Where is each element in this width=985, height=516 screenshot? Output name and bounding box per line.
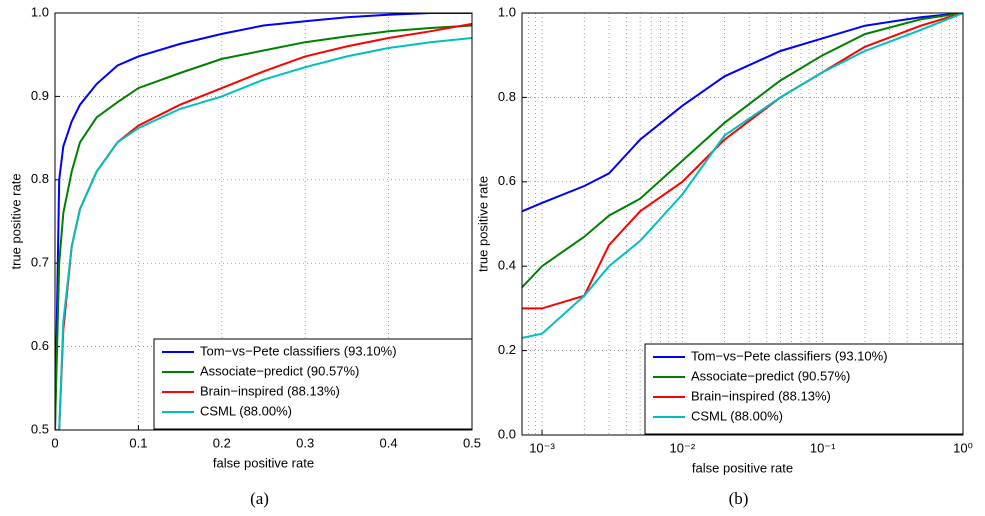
- legend-label: Associate−predict (90.57%): [200, 363, 359, 378]
- y-tick-label: 0.6: [31, 338, 49, 353]
- series-line: [55, 24, 472, 430]
- x-tick-label: 10⁻¹: [810, 440, 836, 455]
- x-tick-label: 0.2: [213, 435, 231, 450]
- y-tick-label: 0.9: [31, 88, 49, 103]
- y-tick-label: 0.4: [498, 258, 516, 273]
- axes-frame: [54, 12, 473, 431]
- series-line: [55, 13, 472, 430]
- y-axis-label: true positive rate: [8, 173, 23, 269]
- axes-frame: [521, 12, 964, 436]
- x-tick-label: 0.5: [463, 435, 481, 450]
- caption: (b): [729, 489, 749, 508]
- x-tick-label: 0: [51, 435, 58, 450]
- y-tick-label: 1.0: [31, 4, 49, 19]
- y-tick-label: 1.0: [498, 4, 516, 19]
- y-tick-label: 0.6: [498, 173, 516, 188]
- y-axis-label: true positive rate: [475, 176, 490, 272]
- x-tick-label: 0.4: [380, 435, 398, 450]
- series-line: [522, 13, 963, 213]
- y-tick-label: 0.8: [31, 171, 49, 186]
- legend-label: Associate−predict (90.57%): [691, 368, 850, 383]
- x-tick-label: 10⁻²: [670, 440, 696, 455]
- series-line: [522, 13, 963, 339]
- series-line: [522, 13, 963, 310]
- legend-label: Tom−vs−Pete classifiers (93.10%): [691, 348, 888, 363]
- legend-label: CSML (88.00%): [200, 403, 292, 418]
- legend-label: Brain−inspired (88.13%): [691, 388, 831, 403]
- y-tick-label: 0.2: [498, 342, 516, 357]
- caption: (a): [250, 489, 269, 508]
- legend-label: Tom−vs−Pete classifiers (93.10%): [200, 343, 397, 358]
- legend-box: [644, 343, 964, 435]
- series-line: [55, 37, 472, 430]
- legend-label: CSML (88.00%): [691, 408, 783, 423]
- x-tick-label: 0.1: [129, 435, 147, 450]
- series-line: [522, 13, 963, 288]
- y-tick-label: 0.8: [498, 89, 516, 104]
- x-tick-label: 10⁻³: [529, 440, 555, 455]
- x-axis-label: false positive rate: [692, 460, 793, 475]
- y-tick-label: 0.5: [31, 421, 49, 436]
- x-tick-label: 10⁰: [953, 440, 973, 455]
- x-axis-label: false positive rate: [213, 455, 314, 470]
- y-tick-label: 0.0: [498, 426, 516, 441]
- x-tick-label: 0.3: [296, 435, 314, 450]
- y-tick-label: 0.7: [31, 255, 49, 270]
- legend-label: Brain−inspired (88.13%): [200, 383, 340, 398]
- legend-box: [153, 338, 473, 430]
